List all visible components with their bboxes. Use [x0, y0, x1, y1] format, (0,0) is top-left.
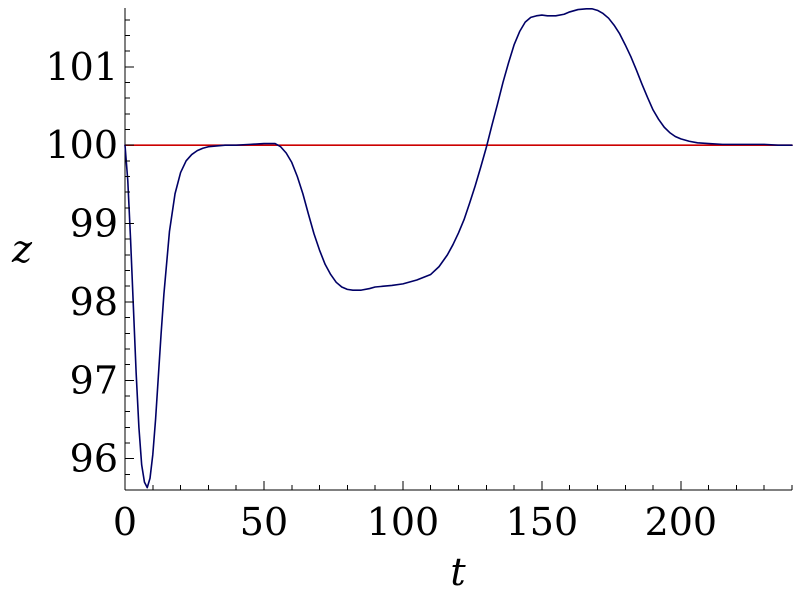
x-tick-label: 0 — [113, 500, 137, 544]
x-tick-label: 100 — [367, 500, 440, 544]
labels-layer: t z 0 50 100 150 200 96 97 98 99 100 101 — [11, 45, 717, 594]
x-tick-label: 150 — [506, 500, 579, 544]
x-tick-label: 50 — [240, 500, 288, 544]
y-axis-label: z — [11, 227, 33, 271]
ticks-layer — [124, 19, 793, 491]
y-tick-label: 96 — [70, 437, 118, 481]
y-tick-label: 101 — [45, 45, 118, 89]
series-layer — [124, 7, 793, 489]
y-tick-label: 97 — [70, 358, 118, 402]
y-tick-label: 99 — [70, 202, 118, 246]
plot-area — [124, 8, 792, 491]
y-tick-label: 100 — [45, 123, 118, 167]
y-tick-label: 98 — [70, 280, 118, 324]
series-line-2 — [124, 7, 793, 489]
x-tick-label: 200 — [645, 500, 718, 544]
x-axis-label: t — [450, 550, 466, 594]
